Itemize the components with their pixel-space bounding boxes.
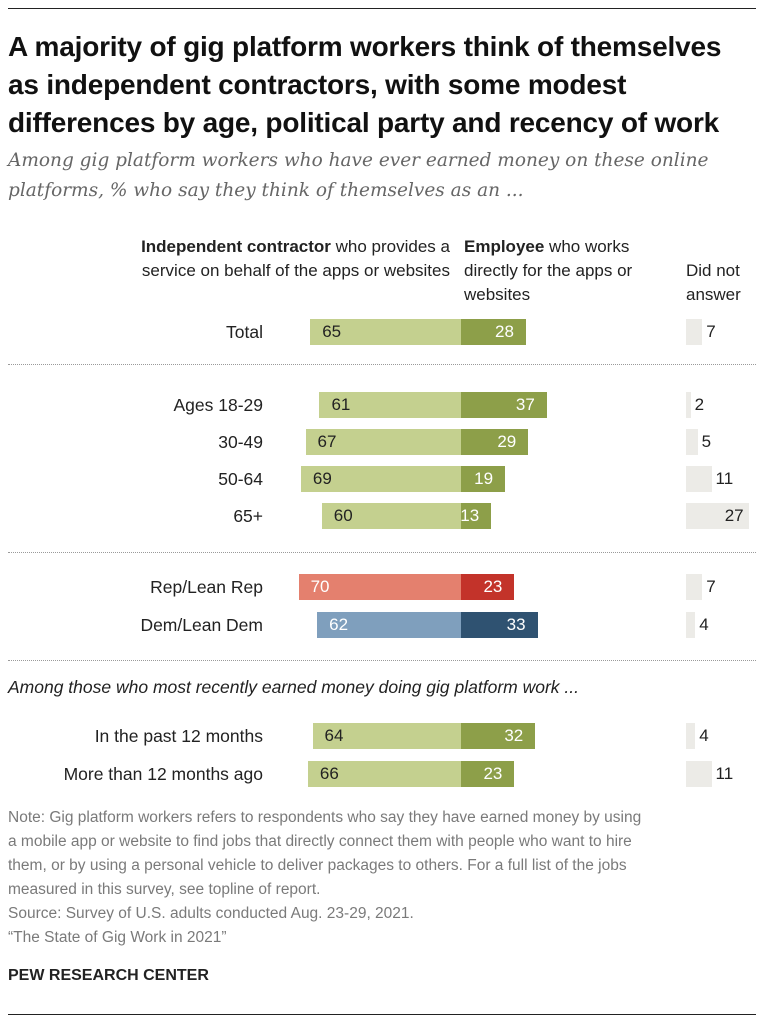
bar-employee-30-49: 29: [461, 429, 529, 455]
bar-value-label: 33: [506, 615, 526, 634]
bar-independent-contractor-rep-lean-rep: 70: [298, 574, 461, 600]
source-line: Source: Survey of U.S. adults conducted …: [8, 905, 414, 922]
row-label-rep-lean-rep: Rep/Lean Rep: [150, 577, 263, 597]
bar-independent-contractor-ages-18-29: 61: [319, 392, 461, 418]
bar-value-label: 7: [706, 577, 716, 596]
divider-age-party: [8, 552, 756, 553]
column-header-emp-bold: Employee: [464, 237, 545, 256]
bar-value-label: 13: [460, 506, 480, 525]
report-title-line: “The State of Gig Work in 2021”: [8, 929, 227, 946]
bar-employee-50-64: 19: [461, 466, 506, 492]
bar-value-label: 2: [694, 395, 705, 414]
bar-value-label: 4: [699, 726, 709, 745]
column-header-emp-rest: who works directly for the apps or websi…: [464, 237, 633, 304]
bar-did-not-answer-rep-lean-rep: 7: [686, 574, 716, 600]
bar-independent-contractor-65: 60: [321, 503, 461, 529]
row-label-30-49: 30-49: [218, 432, 263, 452]
bar-employee-in-the-past-12-months: 32: [461, 723, 536, 749]
bar-employee-dem-lean-dem: 33: [461, 612, 538, 638]
bar-employee-total: 28: [461, 319, 526, 345]
bar-value-label: 4: [699, 615, 709, 634]
bar-value-label: 61: [331, 395, 351, 414]
bar-value-label: 28: [495, 322, 514, 341]
note-line: measured in this survey, see topline of …: [8, 881, 321, 898]
row-label-50-64: 50-64: [218, 469, 263, 489]
row-label-65: 65+: [233, 506, 263, 526]
bottom-rule: [8, 1014, 756, 1015]
divider-party-recency: [8, 660, 756, 661]
column-header-employee: Employee who works directly for the apps…: [464, 235, 684, 307]
row-label-in-the-past-12-months: In the past 12 months: [94, 726, 263, 746]
column-header-ic-rest: who provides a service on behalf of the …: [141, 237, 450, 280]
bar-did-not-answer-30-49: 5: [686, 429, 711, 455]
bar-employee-rep-lean-rep: 23: [461, 574, 515, 600]
bar-did-not-answer-50-64: 11: [686, 466, 733, 492]
divider-total-age: [8, 364, 756, 365]
bar-value-label: 23: [483, 764, 503, 783]
pew-research-center-logo-text: PEW RESEARCH CENTER: [8, 967, 209, 984]
note-line: Note: Gig platform workers refers to res…: [8, 809, 642, 826]
row-label-ages-18-29: Ages 18-29: [173, 395, 263, 415]
note-line: a mobile app or website to find jobs tha…: [8, 833, 632, 850]
bar-independent-contractor-30-49: 67: [305, 429, 461, 455]
bar-value-label: 11: [715, 469, 734, 488]
bar-value-label: 67: [317, 432, 337, 451]
row-label-dem-lean-dem: Dem/Lean Dem: [140, 615, 263, 635]
bar-value-label: 66: [319, 764, 339, 783]
bar-independent-contractor-50-64: 69: [300, 466, 461, 492]
bar-independent-contractor-in-the-past-12-months: 64: [312, 723, 461, 749]
bar-employee-more-than-12-months-ago: 23: [461, 761, 515, 787]
column-header-ic-bold: Independent contractor: [141, 237, 331, 256]
bar-did-not-answer-in-the-past-12-months: 4: [686, 723, 709, 749]
bar-value-label: 65: [322, 322, 342, 341]
top-rule: [8, 8, 756, 9]
bar-value-label: 29: [497, 432, 517, 451]
bar-value-label: 19: [474, 469, 494, 488]
bar-value-label: 37: [515, 395, 535, 414]
bar-value-label: 7: [706, 322, 716, 341]
bar-value-label: 62: [329, 615, 349, 634]
bar-employee-65: 13: [460, 503, 492, 529]
column-header-did-not-answer: Did not answer: [686, 261, 741, 304]
bar-value-label: 11: [715, 764, 734, 783]
bar-independent-contractor-dem-lean-dem: 62: [317, 612, 461, 638]
chart-subtitle: Among gig platform workers who have ever…: [8, 150, 709, 201]
bar-value-label: 27: [724, 506, 744, 525]
bar-did-not-answer-dem-lean-dem: 4: [686, 612, 709, 638]
recency-section-label: Among those who most recently earned mon…: [8, 677, 579, 697]
row-label-total: Total: [226, 322, 263, 342]
chart-title: A majority of gig platform workers think…: [8, 31, 722, 138]
column-header-independent-contractor: Independent contractor who provides a se…: [140, 235, 450, 283]
bar-independent-contractor-more-than-12-months-ago: 66: [307, 761, 461, 787]
bar-employee-ages-18-29: 37: [461, 392, 547, 418]
bar-value-label: 23: [483, 577, 503, 596]
bar-value-label: 64: [324, 726, 344, 745]
bar-value-label: 5: [701, 432, 712, 451]
bar-did-not-answer-more-than-12-months-ago: 11: [686, 761, 733, 787]
row-label-more-than-12-months-ago: More than 12 months ago: [63, 764, 263, 784]
bar-did-not-answer-total: 7: [686, 319, 716, 345]
bar-did-not-answer-65: 27: [686, 503, 749, 529]
bar-value-label: 69: [312, 469, 332, 488]
bar-value-label: 70: [310, 577, 330, 596]
bar-value-label: 32: [504, 726, 524, 745]
bar-value-label: 60: [333, 506, 353, 525]
note-line: them, or by using a personal vehicle to …: [8, 857, 627, 874]
bar-independent-contractor-total: 65: [310, 319, 461, 345]
note-block: Note: Gig platform workers refers to res…: [8, 806, 756, 950]
bar-did-not-answer-ages-18-29: 2: [686, 392, 704, 418]
